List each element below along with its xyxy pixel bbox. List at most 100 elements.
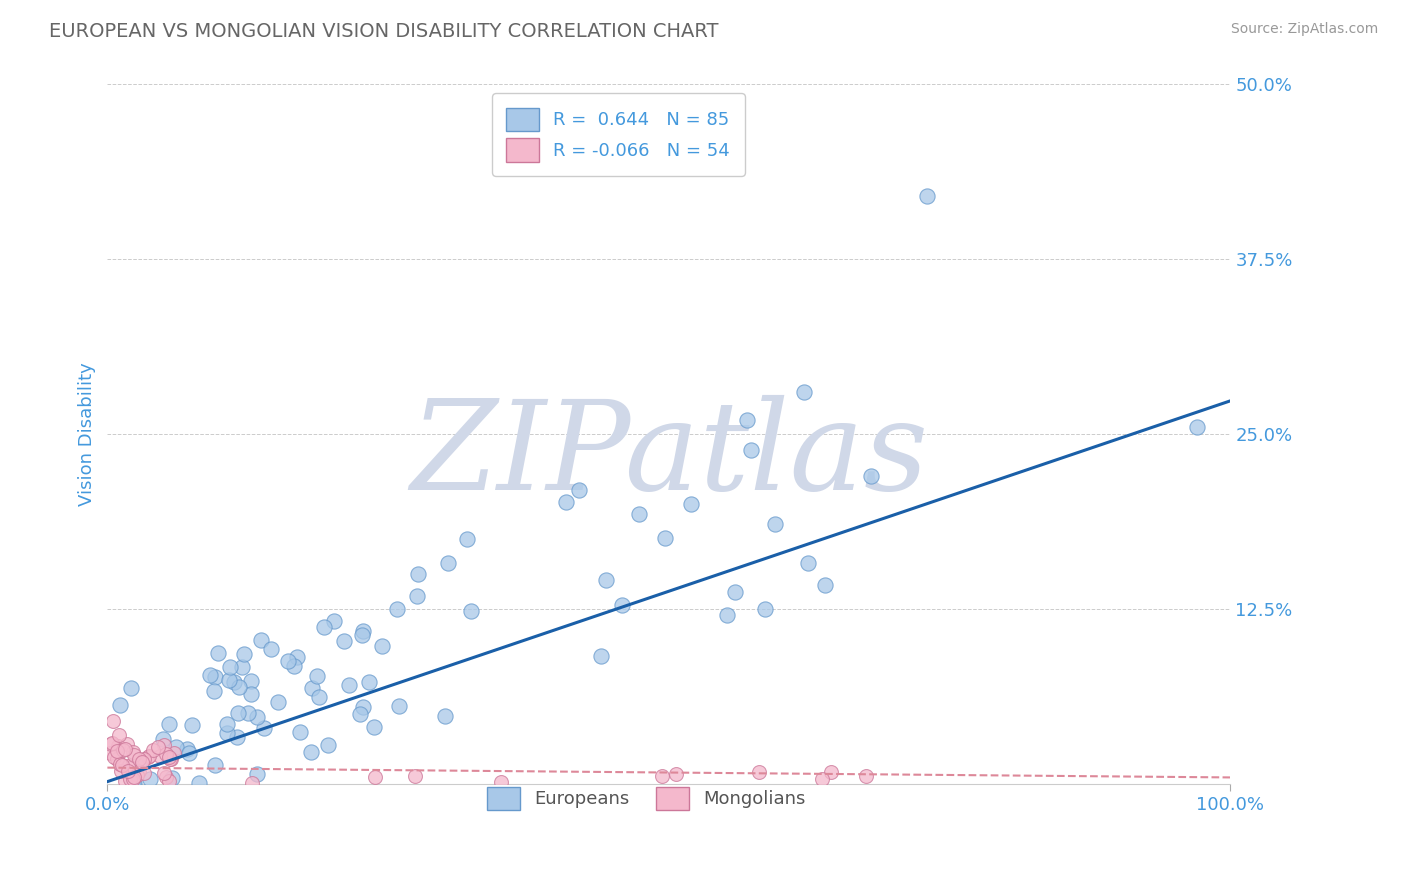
Point xyxy=(138,749,160,764)
Point xyxy=(125,768,148,782)
Point xyxy=(404,769,426,783)
Point xyxy=(188,776,211,790)
Point xyxy=(299,745,322,759)
Point xyxy=(915,189,938,203)
Point xyxy=(217,716,239,731)
Point xyxy=(664,766,686,780)
Point xyxy=(277,654,299,668)
Point xyxy=(226,730,249,744)
Point xyxy=(202,684,225,698)
Point xyxy=(314,620,336,634)
Point xyxy=(737,413,759,427)
Point xyxy=(811,772,834,786)
Text: ZIPatlas: ZIPatlas xyxy=(409,394,928,516)
Point xyxy=(628,507,651,521)
Point xyxy=(207,646,229,660)
Point xyxy=(218,673,240,687)
Point xyxy=(107,752,129,766)
Y-axis label: Vision Disability: Vision Disability xyxy=(79,362,96,507)
Point xyxy=(820,764,842,779)
Point xyxy=(359,675,381,690)
Point xyxy=(859,469,882,483)
Point xyxy=(246,767,269,781)
Point xyxy=(152,766,174,780)
Point xyxy=(114,773,136,788)
Point xyxy=(181,718,204,732)
Point xyxy=(204,758,226,772)
Point xyxy=(288,724,311,739)
Point xyxy=(219,660,242,674)
Point xyxy=(434,708,457,723)
Point xyxy=(489,775,512,789)
Point xyxy=(101,714,124,729)
Point xyxy=(323,614,346,628)
Point xyxy=(110,764,132,778)
Point xyxy=(215,725,238,739)
Point xyxy=(117,764,139,779)
Point xyxy=(240,775,263,789)
Point xyxy=(107,728,129,742)
Point xyxy=(267,695,290,709)
Point xyxy=(122,748,145,763)
Point xyxy=(108,757,131,772)
Point xyxy=(283,658,305,673)
Point xyxy=(406,566,429,581)
Point xyxy=(111,758,134,772)
Point xyxy=(121,776,143,790)
Point xyxy=(456,533,478,547)
Point xyxy=(117,737,139,751)
Point xyxy=(138,772,160,786)
Point xyxy=(103,750,125,764)
Point xyxy=(385,602,408,616)
Point xyxy=(157,716,180,731)
Point xyxy=(285,649,308,664)
Point xyxy=(120,681,142,695)
Point xyxy=(651,769,673,783)
Legend: Europeans, Mongolians: Europeans, Mongolians xyxy=(472,772,820,824)
Point xyxy=(120,772,142,787)
Point xyxy=(160,752,183,766)
Point xyxy=(233,647,256,661)
Point xyxy=(100,737,122,751)
Point xyxy=(105,744,128,758)
Point xyxy=(332,634,354,648)
Text: EUROPEAN VS MONGOLIAN VISION DISABILITY CORRELATION CHART: EUROPEAN VS MONGOLIAN VISION DISABILITY … xyxy=(49,22,718,41)
Point xyxy=(231,660,253,674)
Point xyxy=(555,495,578,509)
Point xyxy=(239,687,262,701)
Point xyxy=(308,690,330,704)
Point xyxy=(363,720,385,734)
Point xyxy=(155,747,177,761)
Point xyxy=(163,746,186,760)
Point xyxy=(406,589,429,603)
Point xyxy=(352,624,374,638)
Point xyxy=(107,739,129,753)
Point xyxy=(305,669,328,683)
Point xyxy=(122,776,145,790)
Point xyxy=(176,742,198,756)
Point xyxy=(198,668,221,682)
Point xyxy=(165,740,187,755)
Point xyxy=(149,748,172,763)
Point xyxy=(568,483,591,498)
Point xyxy=(724,585,747,599)
Point xyxy=(855,769,877,783)
Point xyxy=(239,674,262,689)
Point xyxy=(301,681,323,695)
Point xyxy=(112,743,135,757)
Point xyxy=(122,745,145,759)
Point xyxy=(388,699,411,714)
Point xyxy=(253,721,276,735)
Point xyxy=(134,752,156,766)
Point xyxy=(246,710,269,724)
Point xyxy=(748,764,770,779)
Point xyxy=(159,751,181,765)
Point xyxy=(152,731,174,746)
Point xyxy=(349,706,371,721)
Point xyxy=(114,742,136,756)
Point xyxy=(595,573,617,587)
Point xyxy=(152,738,174,752)
Point xyxy=(591,648,613,663)
Point xyxy=(120,760,142,774)
Point xyxy=(228,681,250,695)
